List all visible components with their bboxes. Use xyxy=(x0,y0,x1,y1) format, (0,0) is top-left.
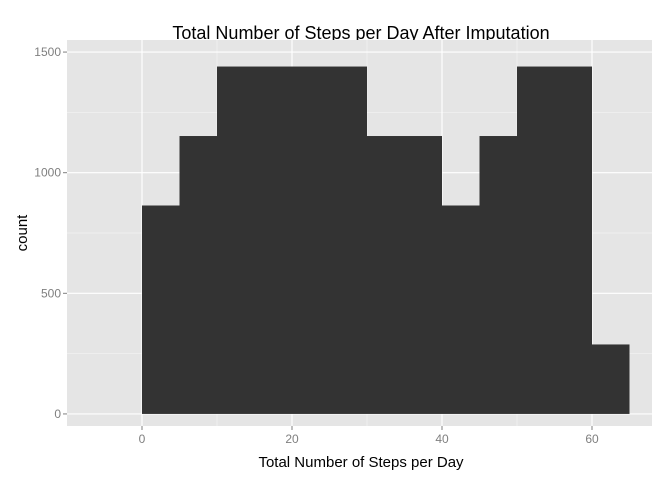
histogram-bar xyxy=(404,136,442,414)
histogram-bar xyxy=(179,136,217,414)
y-tick-label: 500 xyxy=(41,286,61,300)
chart-title: Total Number of Steps per Day After Impu… xyxy=(172,23,549,43)
x-tick-label: 40 xyxy=(435,432,449,446)
histogram-bar xyxy=(292,66,330,414)
histogram-bar xyxy=(142,205,180,414)
y-axis-title: count xyxy=(14,214,31,252)
y-tick-label: 1500 xyxy=(34,45,61,59)
x-tick-label: 60 xyxy=(585,432,599,446)
x-tick-label: 20 xyxy=(285,432,299,446)
histogram-bar xyxy=(442,205,480,414)
histogram-bar xyxy=(217,66,255,414)
histogram-bar xyxy=(367,136,405,414)
histogram-bar xyxy=(517,66,555,414)
y-tick-label: 1000 xyxy=(34,166,61,180)
y-axis-ticks: 0 500 1000 1500 xyxy=(34,45,67,421)
histogram-bar xyxy=(592,344,630,414)
histogram-bar xyxy=(329,66,367,414)
histogram-bar xyxy=(554,66,592,414)
x-tick-label: 0 xyxy=(139,432,146,446)
x-axis-title: Total Number of Steps per Day xyxy=(258,454,464,471)
histogram-bar xyxy=(254,66,292,414)
x-axis-ticks: 0 20 40 60 xyxy=(139,426,599,446)
histogram-bar xyxy=(479,136,517,414)
histogram-bars xyxy=(142,66,630,414)
y-tick-label: 0 xyxy=(54,407,61,421)
